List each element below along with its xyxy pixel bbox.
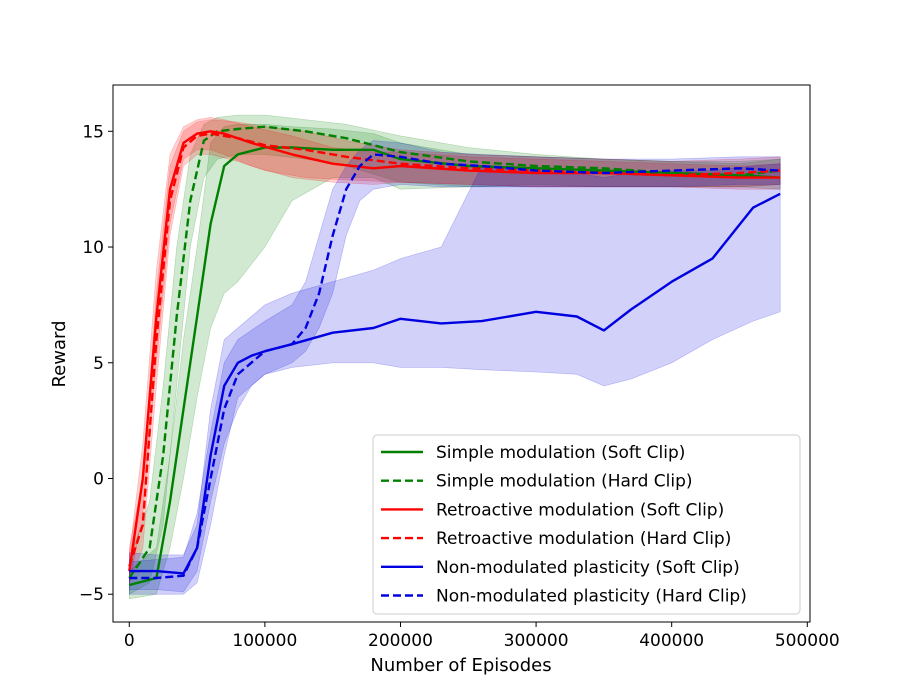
y-axis: −5 0 5 10 15 [79,122,113,605]
line-simple-modulation-soft-clip [128,146,781,587]
legend-label: Retroactive modulation (Soft Clip) [436,500,724,520]
x-tick-label: 300000 [504,631,569,651]
legend-label: Retroactive modulation (Hard Clip) [436,529,731,549]
legend-box [372,434,801,615]
band-retroactive-modulation-hard-clip [129,119,781,583]
line-simple-modulation-hard-clip [128,125,781,579]
band-simple-modulation-hard-clip [129,114,781,595]
x-tick-label: 200000 [368,631,433,651]
y-tick-label: 15 [82,122,104,142]
line-non-modulated-plasticity-soft-clip [129,192,781,575]
y-tick-label: −5 [79,585,104,605]
band-non-modulated-plasticity-hard-clip [129,140,781,595]
band-non-modulated-plasticity-soft-clip [129,163,781,593]
legend-label: Simple modulation (Hard Clip) [436,472,693,492]
legend-label: Simple modulation (Soft Clip) [436,443,685,463]
plot-frame [112,84,811,623]
x-axis: 0 100000 200000 300000 400000 500000 [124,622,840,651]
band-simple-modulation-soft-clip [129,124,781,600]
y-axis-label: Reward [49,320,70,387]
x-tick-label: 0 [124,631,135,651]
legend-label: Non-modulated plasticity (Soft Clip) [436,558,740,578]
series-lines [128,125,781,587]
y-tick-label: 10 [82,238,104,258]
line-retroactive-modulation-hard-clip [128,132,781,567]
confidence-bands [129,114,781,600]
x-tick-label: 100000 [232,631,297,651]
x-tick-label: 400000 [639,631,704,651]
legend: Simple modulation (Soft Clip) Simple modu… [372,434,801,615]
y-tick-label: 0 [93,469,104,489]
y-tick-label: 5 [93,354,104,374]
x-axis-label: Number of Episodes [370,655,551,676]
line-non-modulated-plasticity-hard-clip [129,153,781,580]
legend-label: Non-modulated plasticity (Hard Clip) [436,587,747,607]
x-tick-label: 500000 [775,631,840,651]
